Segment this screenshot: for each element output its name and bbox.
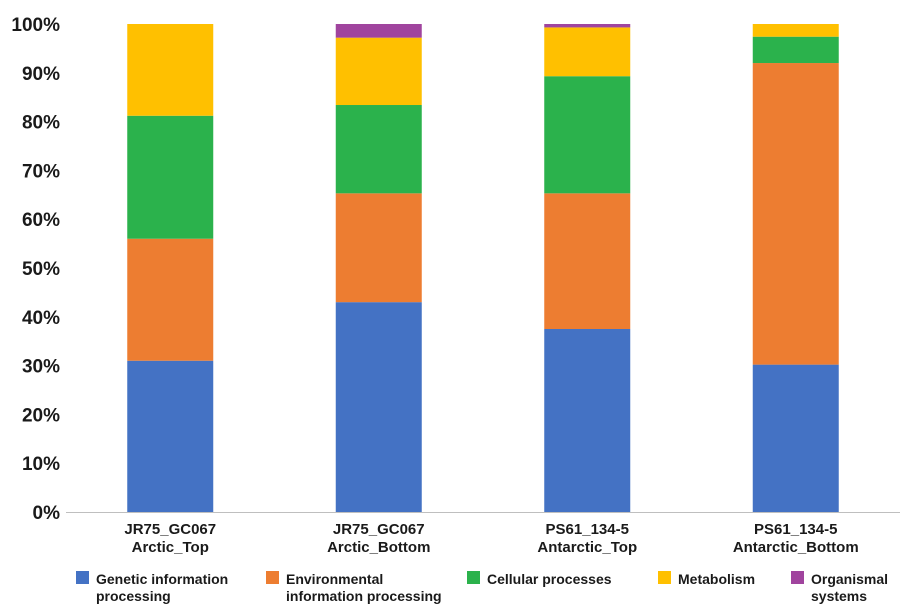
legend-item: Organismal systems xyxy=(791,571,888,604)
legend-item: Genetic information processing xyxy=(76,571,228,604)
bar-segment xyxy=(752,63,839,365)
bar-segment xyxy=(752,364,839,512)
legend-item: Metabolism xyxy=(658,571,755,587)
bar-segment xyxy=(544,76,631,194)
legend-label: Cellular processes xyxy=(487,571,612,587)
legend-swatch xyxy=(467,571,480,584)
legend-label: Metabolism xyxy=(678,571,755,587)
y-tick-label: 0% xyxy=(33,503,61,524)
bar-segment xyxy=(127,238,214,361)
bar-segment xyxy=(335,105,422,194)
y-tick-label: 70% xyxy=(22,161,60,182)
y-tick-label: 90% xyxy=(22,64,60,85)
x-tick-label: PS61_134-5 Antarctic_Bottom xyxy=(733,521,859,556)
legend-label: Genetic information processing xyxy=(96,571,228,604)
y-tick-label: 40% xyxy=(22,308,60,329)
legend-swatch xyxy=(266,571,279,584)
bar-segment xyxy=(752,24,839,37)
bar-segment xyxy=(335,302,422,512)
legend-swatch xyxy=(791,571,804,584)
legend-item: Environmental information processing xyxy=(266,571,442,604)
x-tick-label: JR75_GC067 Arctic_Top xyxy=(124,521,216,556)
bars xyxy=(127,24,839,512)
legend-label: Organismal systems xyxy=(811,571,888,604)
legend-item: Cellular processes xyxy=(467,571,612,587)
bar-segment xyxy=(335,24,422,38)
y-axis: 0% 10% 20% 30% 40% 50% 60% 70% 80% 90% 100% xyxy=(11,15,60,524)
legend-label: Environmental information processing xyxy=(286,571,442,604)
bar-segment xyxy=(752,36,839,64)
y-tick-label: 60% xyxy=(22,210,60,231)
bar-segment xyxy=(544,193,631,329)
x-tick-label: JR75_GC067 Arctic_Bottom xyxy=(327,521,430,556)
y-tick-label: 30% xyxy=(22,357,60,378)
legend-swatch xyxy=(658,571,671,584)
y-tick-label: 10% xyxy=(22,454,60,475)
bar-segment xyxy=(127,115,214,239)
bar-segment xyxy=(335,193,422,303)
y-tick-label: 20% xyxy=(22,405,60,426)
legend-swatch xyxy=(76,571,89,584)
x-tick-label: PS61_134-5 Antarctic_Top xyxy=(537,521,637,556)
bar-segment xyxy=(127,360,214,512)
bar-segment xyxy=(127,24,214,116)
bar-segment xyxy=(544,24,631,28)
bar-segment xyxy=(544,329,631,512)
y-tick-label: 100% xyxy=(11,15,60,36)
y-tick-label: 80% xyxy=(22,113,60,134)
y-tick-label: 50% xyxy=(22,259,60,280)
bar-segment xyxy=(544,27,631,77)
x-tick-labels: JR75_GC067 Arctic_Top JR75_GC067 Arctic_Bot… xyxy=(124,521,858,556)
bar-segment xyxy=(335,37,422,106)
legend: Genetic information processing Environment… xyxy=(76,571,888,604)
